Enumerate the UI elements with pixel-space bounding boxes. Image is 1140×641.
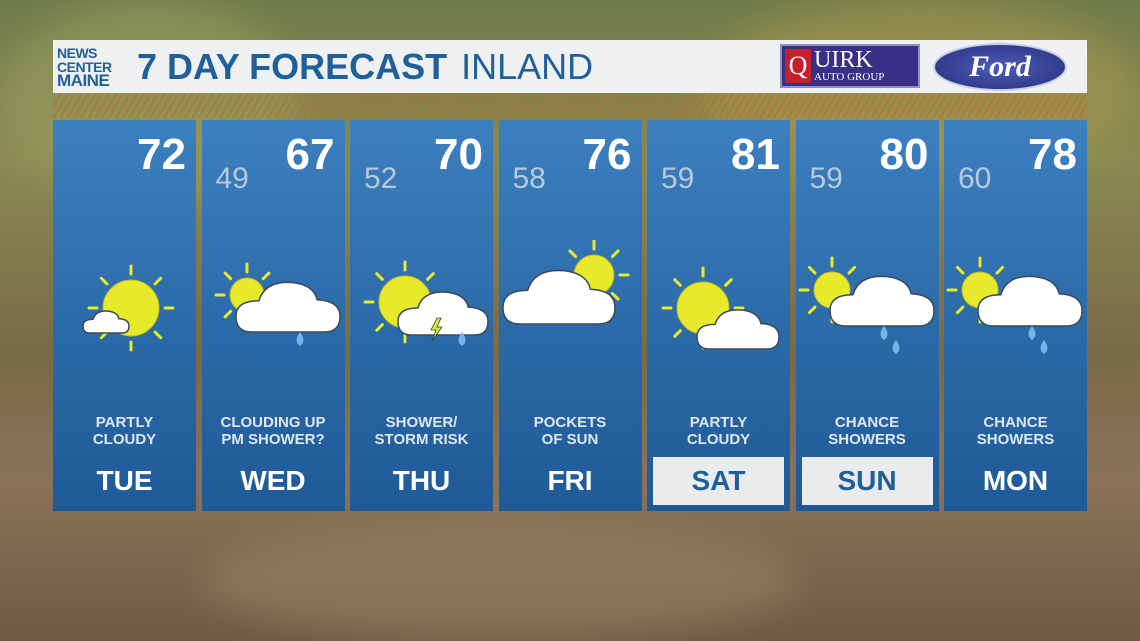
- condition-text: CHANCE SHOWERS: [796, 414, 939, 448]
- condition-line: OF SUN: [541, 431, 599, 448]
- partly-cloudy-small-cloud-icon: [82, 264, 175, 352]
- header-bar: NEWS CENTER MAINE 7 DAY FORECAST INLAND …: [53, 40, 1087, 93]
- raindrop-icon: [1028, 326, 1036, 340]
- high-temp: 70: [434, 130, 483, 179]
- low-temp: 49: [215, 162, 249, 195]
- raindrop-icon: [1040, 340, 1048, 354]
- forecast-card-sun: 80 59 CHANCE SHOWERS SUN: [795, 120, 939, 511]
- cloud-icon: [977, 275, 1083, 327]
- low-temp: 52: [364, 162, 398, 195]
- condition-line: PARTLY: [95, 414, 154, 431]
- condition-text: PARTLY CLOUDY: [53, 414, 196, 448]
- forecast-card-thu: 70 52 SHOWER/STORM RISK THU: [350, 120, 493, 511]
- sun-cloud-shower-icon: [214, 262, 341, 346]
- logo-line: MAINE: [57, 70, 110, 90]
- sun-cloud-storm-icon: [363, 260, 489, 346]
- condition-line: SHOWERS: [828, 431, 906, 448]
- low-temp: 58: [512, 162, 546, 195]
- forecast-card-fri: 76 58 POCKETS OF SUN FRI: [498, 120, 642, 511]
- raindrop-icon: [296, 332, 303, 346]
- condition-line: CLOUDING UP: [220, 414, 326, 431]
- cloud-icon: [397, 291, 489, 336]
- condition-text: PARTLY CLOUDY: [647, 414, 790, 448]
- high-temp: 81: [731, 130, 780, 179]
- day-label: SAT: [653, 457, 784, 505]
- high-temp: 76: [582, 130, 632, 179]
- condition-line: CLOUDY: [686, 431, 751, 448]
- cloud-with-sun-icon: [501, 240, 629, 325]
- condition-text: CHANCE SHOWERS: [944, 414, 1087, 448]
- condition-text: SHOWER/STORM RISK: [350, 414, 493, 448]
- condition-line: CHANCE: [983, 414, 1048, 431]
- cloud-icon: [696, 309, 780, 350]
- low-temp: 59: [661, 162, 695, 195]
- cloud-icon: [82, 310, 130, 334]
- logo-line: CENTER: [57, 58, 112, 75]
- forecast-card-mon: 78 60 CHANCE SHOWERS MON: [944, 120, 1087, 511]
- day-label: MON: [982, 465, 1049, 496]
- lightning-icon: [430, 317, 443, 342]
- cloud-icon: [828, 275, 935, 327]
- logo-line: NEWS: [57, 44, 98, 61]
- day-label: SUN: [801, 457, 933, 505]
- low-temp: 60: [958, 162, 992, 195]
- condition-text: POCKETS OF SUN: [499, 414, 642, 448]
- condition-line: SHOWERS: [976, 431, 1055, 448]
- condition-line: PARTLY: [689, 414, 748, 431]
- partly-cloudy-icon: [661, 266, 780, 350]
- day-label: TUE: [96, 465, 153, 496]
- high-temp: 78: [1028, 130, 1077, 179]
- quirk-sub: AUTO GROUP: [814, 71, 885, 83]
- day-label: THU: [392, 465, 451, 496]
- cloud-icon: [234, 281, 341, 333]
- ford-logo: Ford: [933, 43, 1067, 91]
- high-temp: 80: [879, 130, 929, 179]
- quirk-auto-group-logo: Q UIRK AUTO GROUP: [780, 44, 920, 88]
- raindrop-icon: [458, 332, 466, 346]
- page-subtitle: INLAND: [461, 45, 594, 87]
- condition-line: POCKETS: [533, 414, 607, 431]
- condition-line: STORM RISK: [374, 431, 469, 448]
- low-temp: 59: [809, 162, 843, 195]
- high-temp: 72: [137, 130, 186, 179]
- page-title: 7 DAY FORECAST: [137, 45, 448, 87]
- forecast-card-tue: 72 PARTLY CLOUDY TUE: [53, 120, 196, 511]
- sun-cloud-rain-icon: [946, 256, 1083, 354]
- day-label: WED: [240, 465, 306, 496]
- condition-line: SHOWER/: [385, 414, 458, 431]
- sun-cloud-rain-icon: [798, 256, 935, 354]
- high-temp: 67: [285, 130, 335, 179]
- decorative-hatch: [53, 93, 1087, 118]
- sun-icon: [87, 264, 175, 352]
- cloud-icon: [501, 269, 616, 325]
- condition-line: CHANCE: [834, 414, 900, 431]
- quirk-q: Q: [785, 49, 811, 83]
- raindrop-icon: [892, 340, 899, 354]
- condition-line: CLOUDY: [92, 431, 157, 448]
- condition-line: PM SHOWER?: [221, 431, 325, 448]
- day-label: FRI: [547, 465, 593, 496]
- quirk-name: UIRK: [814, 47, 873, 73]
- forecast-card-sat: 81 59 PARTLY CLOUDY SAT: [647, 120, 790, 511]
- condition-text: CLOUDING UP PM SHOWER?: [202, 414, 345, 448]
- raindrop-icon: [880, 326, 887, 340]
- forecast-card-wed: 67 49 CLOUDING UP PM SHOWER? WED: [201, 120, 345, 511]
- news-center-maine-logo: NEWS CENTER MAINE: [57, 44, 129, 90]
